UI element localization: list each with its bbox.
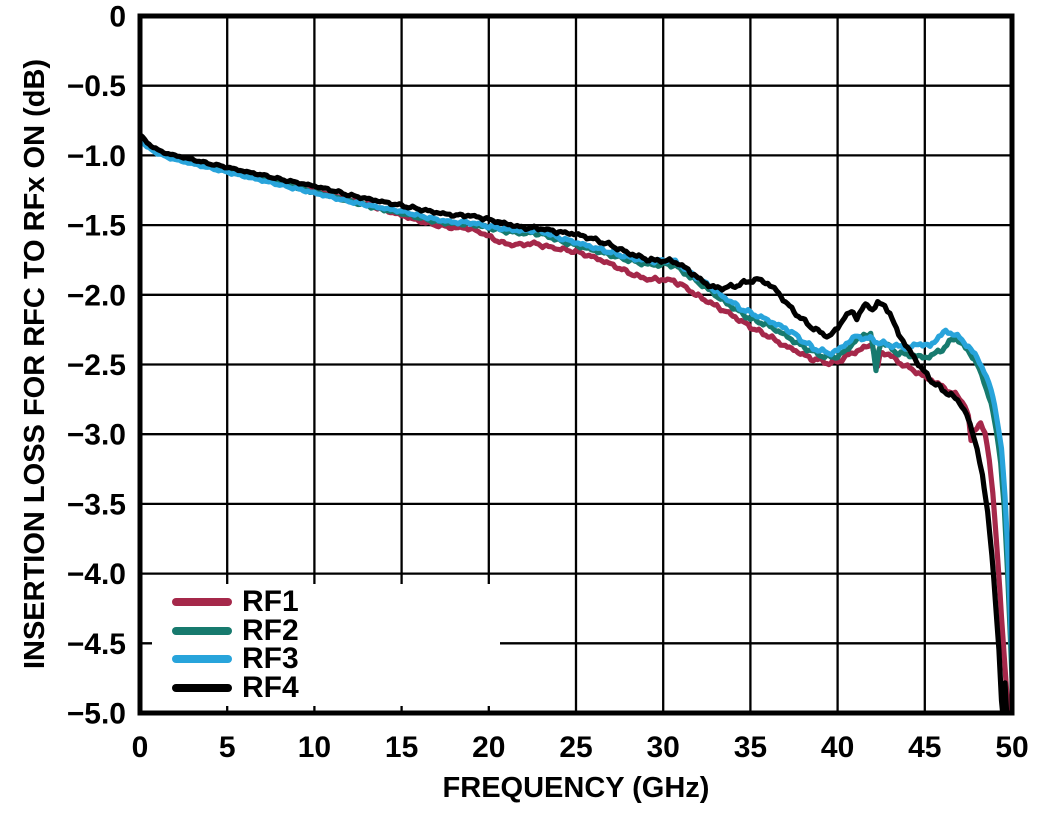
x-tick-label: 30: [647, 731, 680, 764]
legend-swatch-rf2: [172, 626, 232, 635]
plot-generated-content: 0 −0.5 −1.0 −1.5 −2.0 −2.5 −3.0 −3.5 −4.0 −4.5 −5.…: [67, 1, 1029, 765]
plot-frame: [137, 13, 1015, 716]
legend-label-rf2: RF2: [242, 613, 299, 647]
x-tick-label: 35: [734, 731, 767, 764]
x-tick-label: 50: [995, 731, 1028, 764]
y-tick-label: −0.5: [67, 70, 126, 103]
legend-label-rf3: RF3: [242, 642, 299, 676]
x-tick-label: 40: [821, 731, 854, 764]
y-tick-label: −4.5: [67, 628, 126, 661]
legend-item-rf1: RF1: [172, 585, 500, 619]
x-tick-label: 15: [385, 731, 418, 764]
legend-swatch-rf4: [172, 683, 232, 692]
legend-swatch-rf3: [172, 655, 232, 664]
legend-label-rf1: RF1: [242, 585, 299, 619]
y-tick-label: −1.0: [67, 140, 126, 173]
series-line-rf4: [140, 132, 1010, 713]
y-axis-title: INSERTION LOSS FOR RFC TO RFx ON (dB): [19, 59, 51, 669]
y-tick-label: 0: [109, 1, 126, 34]
y-tick-label: −2.0: [67, 279, 126, 312]
x-tick-label: 5: [219, 731, 236, 764]
legend: RF1 RF2 RF3 RF4: [152, 584, 500, 706]
x-tick-label: 25: [559, 731, 592, 764]
series-line-rf3: [140, 136, 1012, 663]
x-tick-label: 45: [908, 731, 941, 764]
y-tick-label: −1.5: [67, 210, 126, 243]
legend-label-rf4: RF4: [242, 670, 299, 704]
series-curves: [140, 132, 1012, 713]
legend-item-rf2: RF2: [172, 613, 500, 647]
x-tick-label: 20: [472, 731, 505, 764]
legend-swatch-rf1: [172, 598, 232, 607]
y-tick-label: −3.5: [67, 488, 126, 521]
x-tick-label: 10: [298, 731, 331, 764]
y-tick-label: −4.0: [67, 558, 126, 591]
legend-item-rf3: RF3: [172, 642, 500, 676]
y-tick-label: −5.0: [67, 698, 126, 731]
legend-item-rf4: RF4: [172, 670, 500, 704]
x-tick-label: 0: [132, 731, 149, 764]
y-tick-label: −3.0: [67, 419, 126, 452]
x-axis-title: FREQUENCY (GHz): [443, 772, 710, 804]
y-tick-label: −2.5: [67, 349, 126, 382]
